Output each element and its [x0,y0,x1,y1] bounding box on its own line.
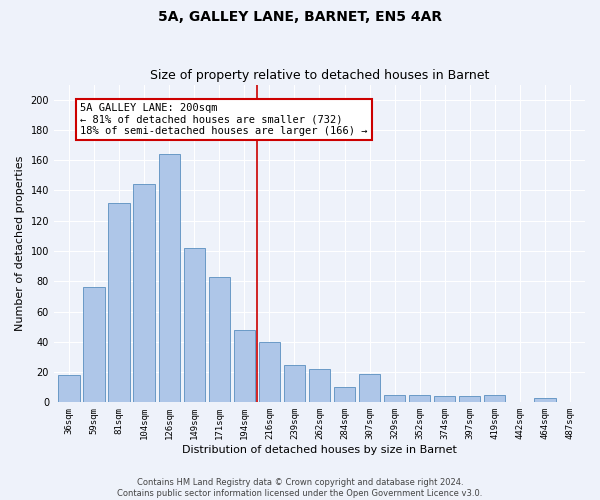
Bar [284,364,305,403]
Bar [309,369,330,402]
Bar [133,184,155,402]
Text: Contains HM Land Registry data © Crown copyright and database right 2024.
Contai: Contains HM Land Registry data © Crown c… [118,478,482,498]
X-axis label: Distribution of detached houses by size in Barnet: Distribution of detached houses by size … [182,445,457,455]
Bar [434,396,455,402]
Bar [184,248,205,402]
Bar [409,395,430,402]
Bar [259,342,280,402]
Bar [484,395,505,402]
Text: 5A GALLEY LANE: 200sqm
← 81% of detached houses are smaller (732)
18% of semi-de: 5A GALLEY LANE: 200sqm ← 81% of detached… [80,102,368,136]
Text: 5A, GALLEY LANE, BARNET, EN5 4AR: 5A, GALLEY LANE, BARNET, EN5 4AR [158,10,442,24]
Bar [109,202,130,402]
Bar [334,387,355,402]
Bar [83,288,104,403]
Bar [58,375,80,402]
Title: Size of property relative to detached houses in Barnet: Size of property relative to detached ho… [150,69,489,82]
Bar [459,396,481,402]
Bar [233,330,255,402]
Bar [209,276,230,402]
Bar [158,154,180,402]
Bar [384,395,405,402]
Y-axis label: Number of detached properties: Number of detached properties [15,156,25,331]
Bar [534,398,556,402]
Bar [359,374,380,402]
